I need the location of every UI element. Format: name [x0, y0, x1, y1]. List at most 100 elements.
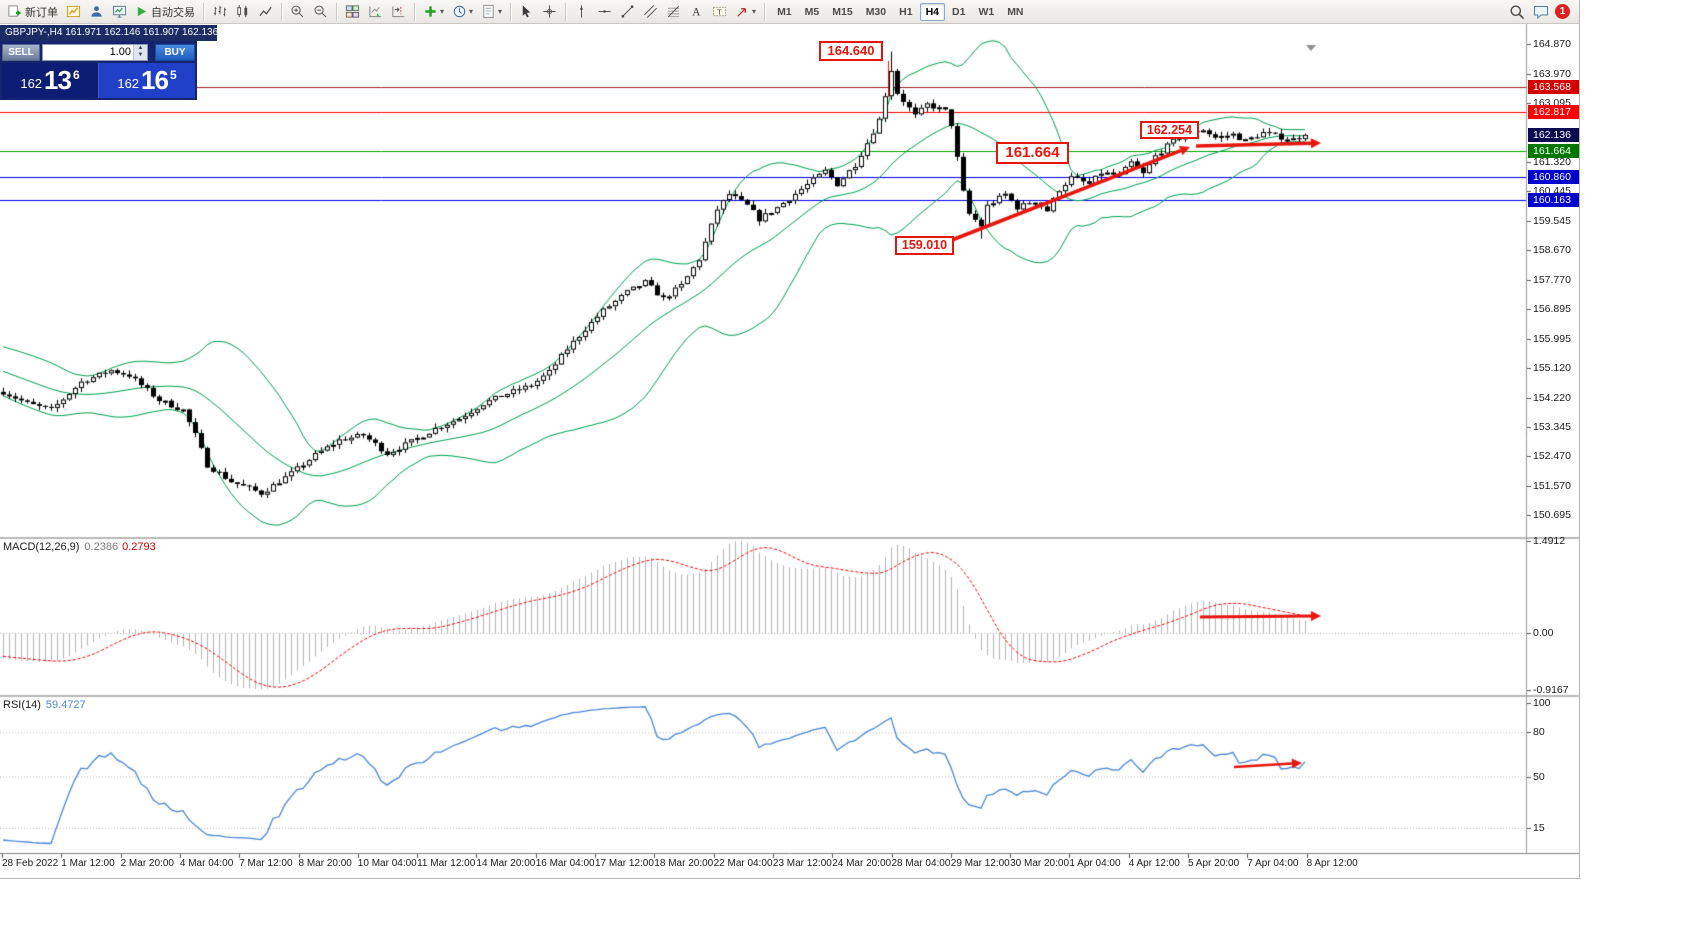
zoom-in-button[interactable] [286, 1, 309, 22]
time-axis-label: 4 Mar 04:00 [179, 858, 234, 869]
time-axis-label: 14 Mar 20:00 [476, 858, 536, 869]
price-axis-tick: 153.345 [1533, 420, 1571, 433]
trendline-button[interactable] [616, 1, 639, 22]
cursor-button[interactable] [515, 1, 538, 22]
chat-button[interactable] [1529, 1, 1553, 22]
price-axis-tick: 158.670 [1533, 244, 1571, 256]
rsi-axis-tick: 100 [1533, 697, 1551, 709]
buy-price[interactable]: 162 16 5 [98, 63, 195, 98]
templates-button[interactable]: ▾ [477, 1, 506, 22]
tile-windows-button[interactable] [341, 1, 364, 22]
auto-scroll-button[interactable] [364, 1, 387, 22]
timeframe-M5[interactable]: M5 [799, 3, 826, 21]
timeframe-M15[interactable]: M15 [826, 3, 858, 21]
profiles-button[interactable] [85, 1, 108, 22]
candles-chart-mode-button[interactable] [231, 1, 254, 22]
spinner-down-icon[interactable]: ▼ [137, 52, 144, 58]
price-axis-tick: 154.220 [1533, 391, 1571, 404]
rsi-axis-tick: 80 [1533, 726, 1545, 739]
chart-canvas[interactable] [0, 0, 1579, 878]
macd-axis-tick: 0.00 [1533, 627, 1554, 639]
toolbar-separator [281, 2, 282, 21]
timeframe-M30[interactable]: M30 [860, 3, 892, 21]
buy-price-pipette: 5 [169, 67, 177, 82]
price-level-box: 162.817 [1528, 105, 1579, 120]
trendline-icon [621, 5, 634, 18]
sell-price[interactable]: 162 13 6 [2, 63, 98, 98]
time-axis-label: 30 Mar 20:00 [1010, 858, 1070, 869]
vertical-line-button[interactable] [570, 1, 593, 22]
market-watch-button[interactable] [108, 1, 131, 22]
search-button[interactable] [1505, 1, 1529, 22]
price-axis-tick: 163.970 [1533, 67, 1571, 80]
sell-button[interactable]: SELL [2, 43, 40, 61]
new-order-button[interactable]: 新订单 [3, 1, 62, 22]
timeframe-H4[interactable]: H4 [919, 2, 945, 21]
crosshair-button[interactable] [538, 1, 561, 22]
horizontal-line-icon [598, 10, 611, 13]
spinner-up-icon[interactable]: ▲ [137, 44, 144, 51]
toolbar-separator [764, 2, 766, 21]
fibonacci-button[interactable] [662, 1, 685, 22]
template-icon [483, 4, 494, 19]
toolbar: 新订单 自动交易 [0, 0, 1579, 24]
volume-spinner[interactable]: ▲ ▼ [133, 44, 147, 60]
price-annotation-161.664[interactable]: 161.664 [996, 142, 1069, 164]
notification-badge[interactable]: 1 [1555, 4, 1570, 19]
periods-button[interactable]: ▾ [448, 1, 477, 22]
chevron-down-icon: ▾ [440, 7, 445, 16]
crosshair-icon [543, 5, 556, 18]
macd-name: MACD(12,26,9) [3, 541, 80, 553]
time-axis-label: 8 Mar 20:00 [298, 858, 352, 869]
text-button[interactable]: A [685, 1, 708, 22]
price-axis-tick: 155.995 [1533, 332, 1571, 345]
sell-price-pipette: 6 [72, 67, 80, 82]
price-level-box: 160.860 [1528, 170, 1579, 185]
indicators-button[interactable]: ▾ [419, 1, 448, 22]
time-axis-label: 18 Mar 20:00 [654, 858, 714, 869]
channel-button[interactable] [639, 1, 662, 22]
chart-shift-button[interactable] [387, 1, 410, 22]
time-axis[interactable]: 28 Feb 2022 1 Mar 12:00 2 Mar 20:00 4 Mar 0… [0, 854, 1579, 877]
text-label-button[interactable]: T [708, 1, 731, 22]
add-indicator-icon [425, 6, 436, 17]
price-annotation-159.010[interactable]: 159.010 [895, 236, 954, 255]
macd-axis-tick: 1.4912 [1533, 534, 1566, 547]
zoom-out-button[interactable] [309, 1, 332, 22]
timeframe-M1[interactable]: M1 [771, 3, 798, 21]
timeframe-H1[interactable]: H1 [893, 3, 918, 21]
horizontal-line-button[interactable] [593, 1, 616, 22]
price-axis-tick: 150.695 [1533, 508, 1571, 521]
toolbar-separator [510, 2, 512, 21]
timeframe-MN[interactable]: MN [1001, 3, 1029, 21]
zoom-in-icon [291, 5, 304, 18]
chevron-down-icon: ▾ [498, 7, 503, 16]
price-axis-tick: 155.120 [1533, 361, 1571, 374]
price-annotation-162.254[interactable]: 162.254 [1140, 121, 1199, 139]
toolbar-separator [336, 2, 337, 21]
buy-button[interactable]: BUY [155, 43, 195, 61]
time-axis-label: 10 Mar 04:00 [357, 858, 417, 869]
channel-icon [644, 5, 657, 18]
time-axis-label: 1 Mar 12:00 [61, 858, 115, 869]
autotrading-button[interactable]: 自动交易 [131, 1, 199, 22]
macd-label: MACD(12,26,9) 0.2386 0.2793 [3, 541, 156, 553]
arrow-tool-icon [737, 8, 747, 17]
new-order-icon [8, 5, 21, 17]
bar-chart-mode-button[interactable] [208, 1, 231, 22]
volume-input[interactable] [43, 44, 133, 60]
price-level-box: 161.664 [1528, 143, 1579, 158]
price-annotation-164.640[interactable]: 164.640 [819, 41, 883, 61]
line-chart-mode-button[interactable] [254, 1, 277, 22]
timeframe-W1[interactable]: W1 [972, 3, 1000, 21]
timeframe-D1[interactable]: D1 [946, 3, 971, 21]
time-axis-label: 29 Mar 12:00 [950, 858, 1010, 869]
arrows-button[interactable]: ▾ [731, 1, 760, 22]
time-axis-label: 1 Apr 04:00 [1069, 858, 1121, 869]
mt4-window: 新订单 自动交易 [0, 0, 1580, 879]
vertical-line-icon [580, 5, 583, 18]
price-axis[interactable]: 164.870 163.970 163.095 161.320 160.445 159.5… [1527, 0, 1579, 877]
time-axis-label: 7 Mar 12:00 [239, 858, 293, 869]
toolbar-separator [414, 2, 415, 21]
new-chart-button[interactable] [62, 1, 85, 22]
